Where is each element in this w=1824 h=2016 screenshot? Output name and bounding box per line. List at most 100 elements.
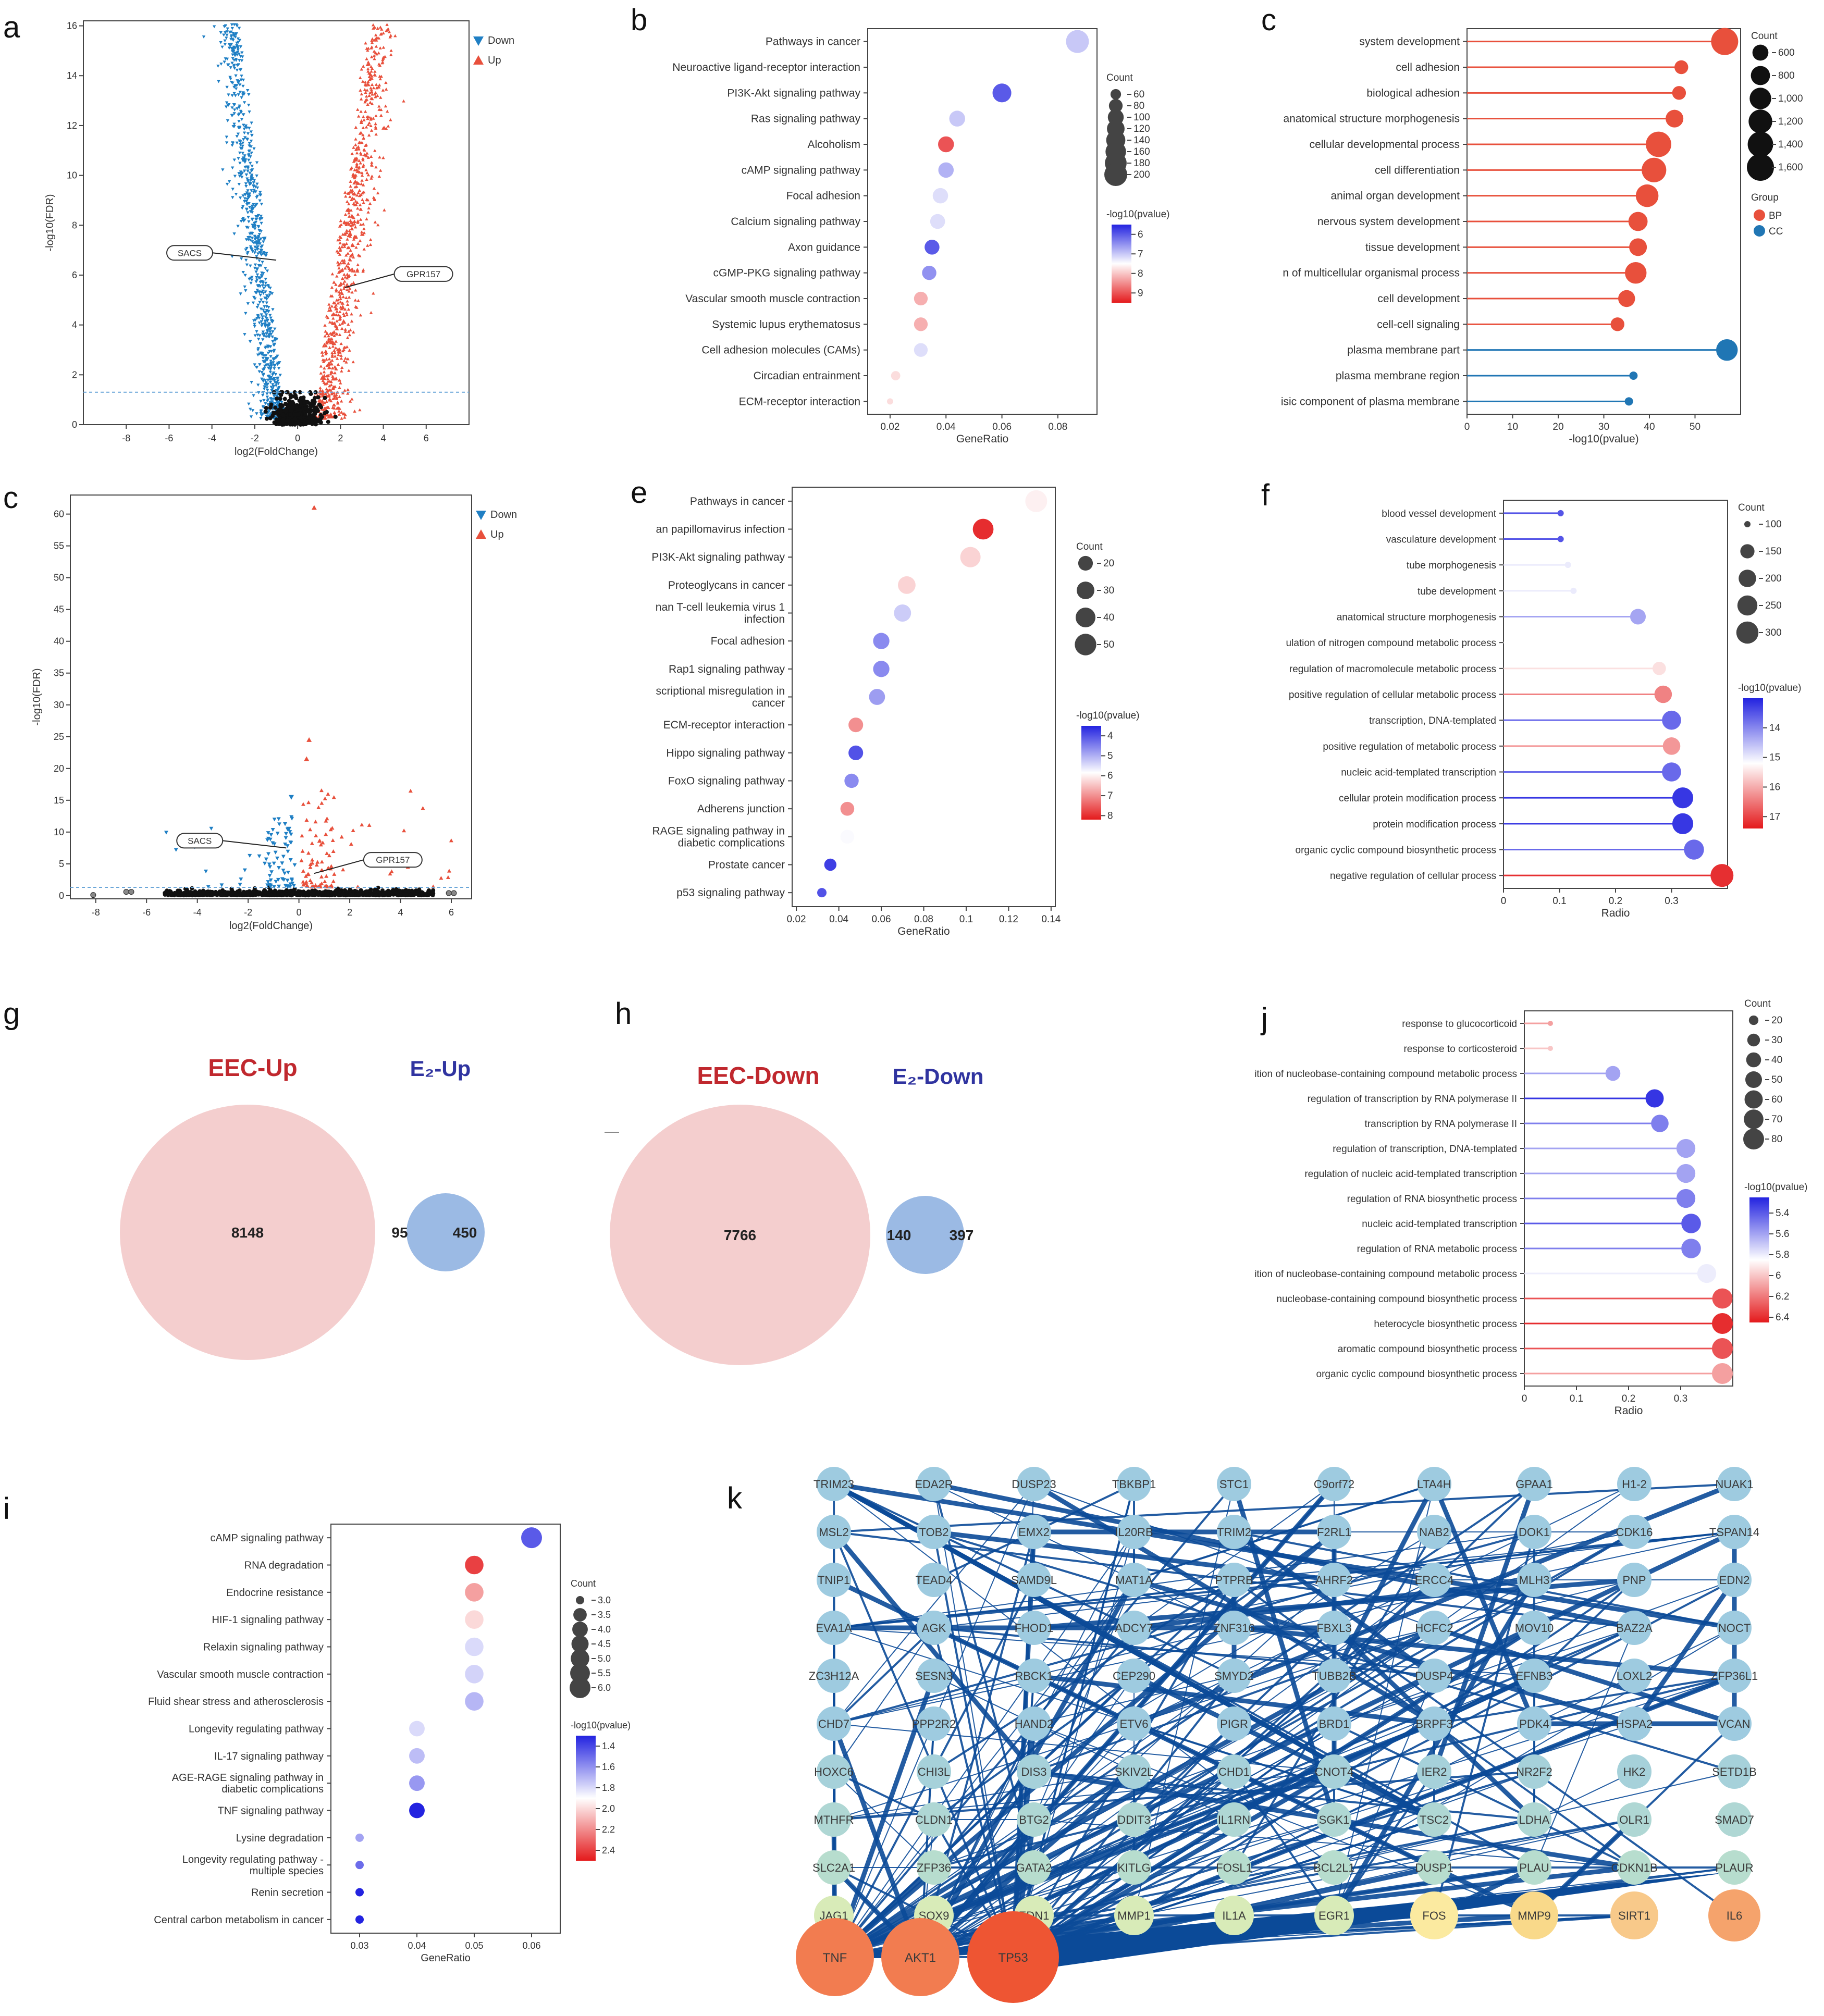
color-legend-title: -log10(pvalue) — [1744, 1182, 1807, 1193]
down-point — [254, 249, 257, 252]
size-legend-dot — [1749, 88, 1771, 109]
data-point — [1651, 1115, 1669, 1132]
network-edge — [933, 1529, 1335, 1582]
down-point — [268, 332, 272, 336]
up-point — [340, 307, 343, 311]
data-point — [521, 1527, 542, 1549]
network-node — [1417, 1563, 1451, 1597]
up-point — [349, 282, 353, 286]
up-point — [373, 220, 377, 224]
up-point — [328, 320, 332, 324]
down-point — [261, 393, 265, 397]
down-point — [262, 308, 265, 312]
size-legend-dot — [1110, 89, 1121, 100]
network-node — [1317, 1563, 1351, 1597]
down-point — [250, 189, 253, 192]
ns-point — [342, 888, 347, 893]
up-point — [340, 277, 344, 280]
term-label: response to corticosteroid — [1403, 1044, 1517, 1055]
down-point — [286, 849, 290, 854]
network-node — [1017, 1611, 1051, 1645]
network-node — [1017, 1563, 1051, 1597]
ns-point — [201, 890, 205, 895]
up-point — [350, 290, 354, 294]
down-point — [202, 35, 206, 39]
term-label: HIF-1 signaling pathway — [212, 1614, 324, 1626]
up-point — [379, 32, 383, 35]
ns-point — [316, 409, 321, 413]
down-point — [248, 149, 252, 153]
size-legend-label: 50 — [1103, 639, 1114, 650]
up-point — [374, 127, 378, 130]
up-point — [344, 360, 348, 364]
up-point — [365, 47, 368, 50]
term-label: cell development — [1377, 293, 1460, 305]
x-tick-label: 6 — [424, 433, 429, 443]
down-point — [256, 236, 261, 239]
ns-point — [164, 889, 169, 894]
network-edge — [1534, 1771, 1635, 1820]
down-point — [476, 511, 486, 520]
up-point — [376, 223, 380, 227]
up-point — [337, 353, 340, 356]
network-node — [1717, 1611, 1752, 1645]
y-tick-label: 45 — [54, 604, 64, 615]
up-point — [345, 345, 349, 349]
colorbar-label: 2.0 — [602, 1803, 615, 1814]
up-point — [370, 90, 374, 93]
colorbar-label: 6 — [1138, 229, 1143, 240]
down-point — [268, 314, 272, 317]
ns-point — [289, 409, 293, 413]
down-point — [248, 144, 251, 148]
up-point — [309, 880, 314, 885]
up-point — [367, 133, 371, 137]
down-point — [243, 197, 247, 201]
down-point — [256, 348, 260, 352]
up-point — [358, 239, 362, 242]
down-point — [209, 826, 214, 831]
down-point — [253, 205, 257, 208]
size-legend-label: 4.5 — [598, 1639, 611, 1649]
colorbar-label: 1.4 — [602, 1741, 615, 1751]
down-point — [249, 130, 253, 134]
term-label: organic cyclic compound biosynthetic pro… — [1316, 1369, 1517, 1380]
term-label: anatomical structure morphogenesis — [1337, 612, 1496, 623]
down-point — [250, 278, 254, 282]
down-point — [250, 237, 254, 240]
up-point — [350, 215, 354, 219]
size-legend-label: 20 — [1103, 558, 1114, 569]
up-point — [349, 258, 352, 262]
down-point — [271, 340, 275, 343]
up-point — [349, 254, 352, 258]
color-legend-title: -log10(pvalue) — [1076, 710, 1139, 721]
ns-point — [219, 892, 224, 897]
colorbar — [1749, 1197, 1769, 1322]
size-legend-dot — [1743, 1129, 1764, 1149]
down-point — [276, 877, 280, 882]
x-axis-label: GeneRatio — [421, 1952, 471, 1964]
network-node — [1117, 1802, 1151, 1837]
down-point — [260, 414, 264, 417]
data-point — [1662, 737, 1681, 755]
down-point — [247, 236, 250, 239]
x-tick-label: 0.02 — [787, 914, 806, 925]
panel-letters: a b c c e f g h j i k — [3, 3, 1276, 1526]
network-node-label: MSL2 — [819, 1526, 848, 1539]
down-point — [251, 409, 255, 412]
up-point — [370, 160, 374, 164]
y-tick-label: 50 — [54, 573, 64, 583]
down-point — [222, 33, 226, 37]
colorbar-label: 6 — [1107, 771, 1113, 782]
ns-point — [190, 893, 194, 898]
annotation-leader — [212, 252, 277, 261]
down-point — [260, 221, 263, 225]
size-legend-dot — [1076, 608, 1095, 627]
up-point — [367, 62, 371, 66]
down-point — [233, 46, 237, 50]
down-point — [257, 316, 261, 320]
y-tick-label: 25 — [54, 732, 64, 742]
up-point — [323, 879, 327, 883]
up-point — [323, 366, 326, 370]
down-point — [260, 320, 263, 324]
down-point — [255, 289, 259, 292]
